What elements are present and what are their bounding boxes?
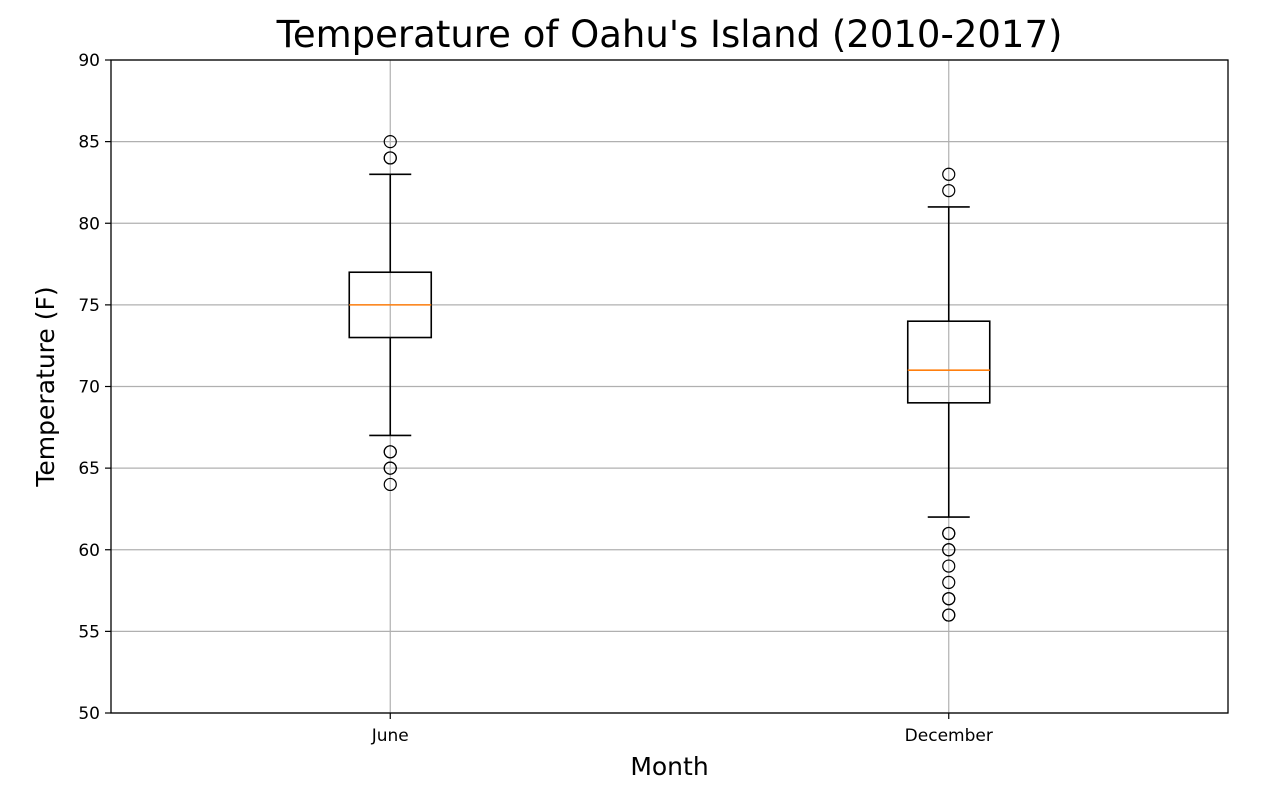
y-axis-label: Temperature (F) xyxy=(31,286,60,487)
outlier-point xyxy=(383,477,397,492)
box-june xyxy=(348,135,433,492)
y-tick-label: 90 xyxy=(78,51,100,71)
outlier-point xyxy=(383,135,397,149)
y-tick-label: 65 xyxy=(78,459,100,479)
outlier-point xyxy=(383,445,397,459)
x-tick-label: June xyxy=(371,726,409,746)
outlier-point xyxy=(942,543,956,557)
outlier-point xyxy=(383,151,397,165)
outlier-point xyxy=(942,167,956,181)
box-plots xyxy=(348,135,991,622)
chart-title: Temperature of Oahu's Island (2010-2017) xyxy=(276,13,1063,56)
outlier-point xyxy=(383,461,397,475)
outlier-point xyxy=(942,592,956,606)
x-axis-label: Month xyxy=(630,752,708,781)
y-tick-label: 55 xyxy=(78,622,100,642)
outlier-point xyxy=(942,526,956,541)
y-tick-label: 50 xyxy=(78,704,100,724)
outlier-point xyxy=(942,559,956,573)
y-tick-label: 80 xyxy=(78,214,100,234)
outlier-point xyxy=(942,184,956,198)
box-december xyxy=(906,167,991,622)
y-tick-label: 75 xyxy=(78,296,100,316)
box-iqr xyxy=(906,320,991,404)
y-tick-label: 60 xyxy=(78,541,100,561)
axis-ticks: 50 55 60 65 70 75 80 85 90 June December xyxy=(78,51,992,746)
y-tick-label: 70 xyxy=(78,378,100,398)
y-tick-label: 85 xyxy=(78,133,100,153)
x-tick-label: December xyxy=(905,726,993,746)
outlier-point xyxy=(942,575,956,590)
grid-lines xyxy=(111,59,1228,714)
outlier-point xyxy=(942,608,956,622)
